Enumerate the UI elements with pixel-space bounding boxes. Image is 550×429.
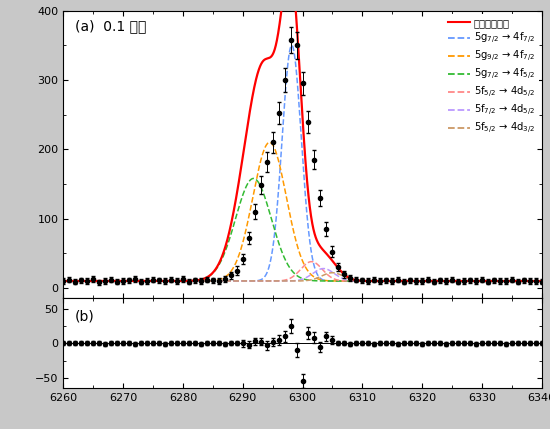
Legend: フィット結果, 5g$_{7/2}$ → 4f$_{7/2}$, 5g$_{9/2}$ → 4f$_{7/2}$, 5g$_{7/2}$ → 4f$_{5/2}: フィット結果, 5g$_{7/2}$ → 4f$_{7/2}$, 5g$_{9/… [444, 14, 539, 140]
Text: (a)  0.1 気圧: (a) 0.1 気圧 [75, 19, 147, 33]
Text: (b): (b) [75, 309, 95, 323]
